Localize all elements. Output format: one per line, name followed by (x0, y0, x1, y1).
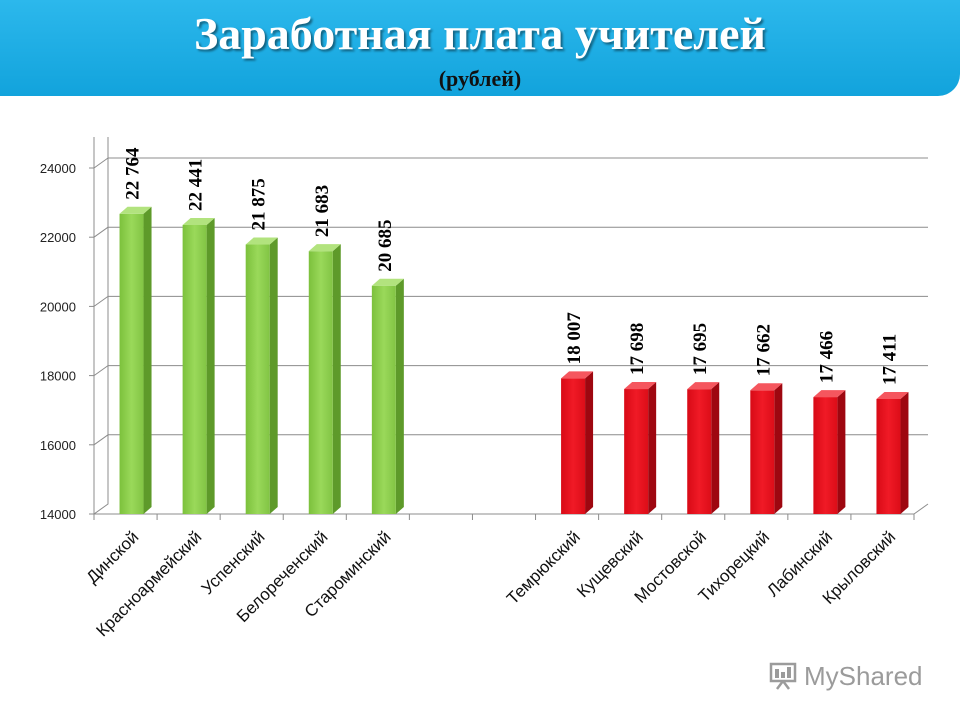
bar-side (585, 371, 594, 514)
data-label: 22 441 (186, 159, 207, 211)
bar-top (245, 237, 278, 245)
bar-front (876, 398, 901, 514)
bar-top (182, 217, 215, 225)
bar-front (750, 390, 775, 514)
bar-top (308, 244, 341, 252)
y-tick-label: 22000 (40, 230, 76, 245)
bar (624, 382, 657, 514)
bar-top (750, 383, 783, 391)
gridline-diag (93, 365, 109, 377)
bar-side (900, 391, 909, 514)
bar-front (182, 224, 207, 514)
bar-front (561, 378, 586, 514)
bar-side (711, 382, 720, 514)
y-tick-label: 18000 (40, 369, 76, 384)
bar-front (245, 244, 270, 514)
bar-side (269, 237, 278, 514)
bar-top (561, 371, 594, 379)
page-subtitle: (рублей) (438, 66, 522, 91)
floor-edge (913, 503, 929, 515)
y-tick-label: 24000 (40, 161, 76, 176)
data-label: 18 007 (564, 312, 585, 365)
bar (371, 278, 404, 514)
data-label: 21 683 (312, 185, 333, 237)
bar-side (332, 244, 341, 514)
bar-front (119, 213, 144, 514)
bar-side (206, 217, 215, 514)
data-label: 21 875 (249, 178, 270, 230)
bar-front (687, 389, 712, 514)
data-label: 22 764 (123, 147, 144, 200)
bar (687, 382, 720, 514)
bar-side (143, 206, 152, 514)
gridline-diag (93, 157, 109, 169)
data-label: 17 698 (627, 323, 648, 375)
data-label: 17 466 (816, 331, 837, 383)
bar (750, 383, 783, 514)
gridline-diag (93, 434, 109, 446)
title-banner (0, 0, 960, 96)
gridline-diag (93, 226, 109, 238)
bar-front (308, 251, 333, 514)
bar-side (648, 382, 657, 514)
bar-top (371, 278, 404, 286)
watermark: MyShared (768, 656, 923, 696)
bar-top (687, 382, 720, 390)
y-axis-wall (93, 137, 109, 515)
gridline-diag (93, 295, 109, 307)
bar-top (813, 390, 846, 398)
bar-top (119, 206, 152, 214)
data-label: 17 411 (879, 334, 900, 385)
watermark-text: MyShared (804, 660, 923, 691)
bar-top (876, 391, 909, 399)
x-tick-label: Красноармейский (93, 527, 206, 640)
bar-front (371, 285, 396, 514)
bar-front (813, 397, 838, 514)
x-tick-label: Динской (83, 527, 143, 587)
bar-side (837, 390, 846, 514)
bar-side (774, 383, 783, 514)
y-tick-label: 14000 (40, 507, 76, 522)
presentation-icon (769, 662, 797, 690)
y-tick-label: 16000 (40, 438, 76, 453)
bar-top (624, 382, 657, 390)
bar (561, 371, 594, 514)
bar (245, 237, 278, 514)
bar (813, 390, 846, 514)
y-tick-label: 20000 (40, 299, 76, 314)
bar (308, 244, 341, 514)
x-tick-label: Темрюкский (503, 527, 584, 608)
data-label: 17 662 (753, 324, 774, 376)
page-title: Заработная плата учителей (193, 8, 767, 59)
bar-side (395, 278, 404, 514)
bar (876, 391, 909, 514)
data-label: 17 695 (690, 323, 711, 375)
data-label: 20 685 (375, 219, 396, 271)
bar (119, 206, 152, 514)
bar (182, 217, 215, 514)
bar-front (624, 389, 649, 514)
